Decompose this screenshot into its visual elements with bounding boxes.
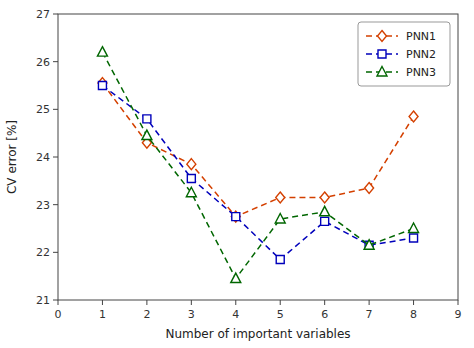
point <box>365 182 374 193</box>
point <box>186 187 196 197</box>
x-tick-label: 9 <box>455 308 462 321</box>
point <box>187 159 196 170</box>
point <box>276 192 285 203</box>
legend: PNN1 PNN2 PNN3 <box>358 22 450 86</box>
legend-marker <box>378 31 387 42</box>
point <box>98 78 107 89</box>
x-tick-label: 0 <box>55 308 62 321</box>
y-tick <box>53 14 58 15</box>
legend-label: PNN3 <box>406 66 436 79</box>
x-tick <box>191 300 192 305</box>
x-tick <box>235 300 236 305</box>
x-tick-label: 6 <box>321 308 328 321</box>
y-tick <box>53 204 58 205</box>
x-tick <box>324 300 325 305</box>
point <box>231 211 240 222</box>
x-tick <box>58 300 59 305</box>
point <box>321 217 329 225</box>
point <box>409 111 418 122</box>
legend-label: PNN1 <box>406 30 436 43</box>
x-tick-label: 5 <box>277 308 284 321</box>
x-tick-label: 8 <box>410 308 417 321</box>
y-tick-label: 27 <box>36 8 50 21</box>
x-tick <box>413 300 414 305</box>
point <box>409 223 419 233</box>
point <box>142 130 152 140</box>
plot-frame <box>58 14 458 300</box>
y-tick-label: 21 <box>36 294 50 307</box>
x-axis-label: Number of important variables <box>165 327 350 341</box>
legend-marker <box>377 67 387 77</box>
point <box>143 115 151 123</box>
x-tick-label: 3 <box>188 308 195 321</box>
y-tick-label: 22 <box>36 246 50 259</box>
y-tick-label: 26 <box>36 56 50 69</box>
y-tick-label: 24 <box>36 151 50 164</box>
y-tick <box>53 157 58 158</box>
y-axis-label: CV error [%] <box>5 120 19 194</box>
point <box>187 174 195 182</box>
x-tick-label: 1 <box>99 308 106 321</box>
x-tick <box>458 300 459 305</box>
point <box>231 273 241 283</box>
x-tick-label: 4 <box>232 308 239 321</box>
point <box>97 47 107 57</box>
y-tick-label: 25 <box>36 103 50 116</box>
point <box>276 255 284 263</box>
point <box>98 82 106 90</box>
point <box>410 234 418 242</box>
y-tick <box>53 252 58 253</box>
x-tick <box>369 300 370 305</box>
point <box>320 192 329 203</box>
point <box>364 240 374 250</box>
y-tick-label: 23 <box>36 199 50 212</box>
point <box>232 213 240 221</box>
legend-label: PNN2 <box>406 48 436 61</box>
x-tick <box>146 300 147 305</box>
legend-box <box>358 22 450 86</box>
y-tick <box>53 300 58 301</box>
point <box>275 213 285 223</box>
series-line <box>102 83 413 216</box>
y-tick <box>53 109 58 110</box>
y-tick <box>53 61 58 62</box>
x-tick <box>102 300 103 305</box>
x-tick-label: 2 <box>143 308 150 321</box>
x-tick <box>280 300 281 305</box>
series-line <box>102 86 413 260</box>
x-tick-label: 7 <box>366 308 373 321</box>
legend-marker <box>378 50 386 58</box>
chart: 012345678921222324252627Number of import… <box>0 0 474 348</box>
point <box>320 206 330 216</box>
